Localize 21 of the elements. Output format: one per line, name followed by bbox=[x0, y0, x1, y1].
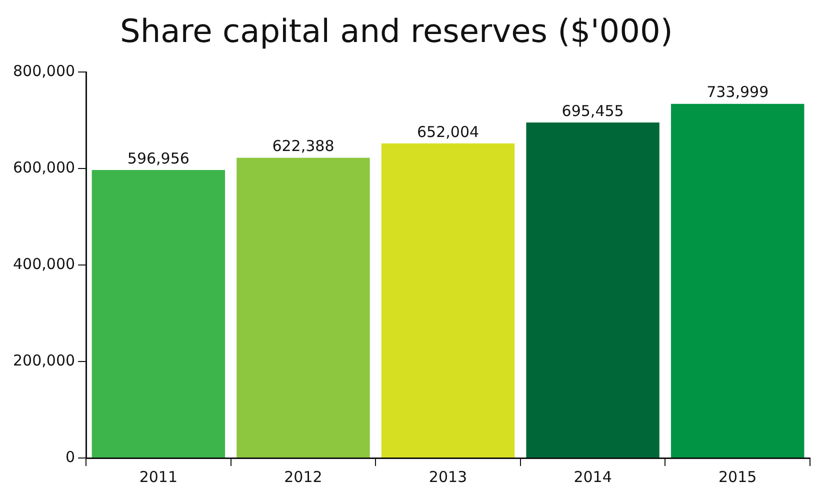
x-tick-label: 2015 bbox=[718, 468, 757, 486]
bar bbox=[381, 143, 515, 458]
y-tick-label: 200,000 bbox=[13, 351, 76, 370]
y-tick-label: 800,000 bbox=[13, 62, 76, 80]
data-label: 695,455 bbox=[562, 102, 624, 120]
chart-title: Share capital and reserves ($'000) bbox=[120, 12, 673, 50]
bar bbox=[671, 104, 804, 458]
bar bbox=[236, 158, 370, 458]
y-tick-label: 400,000 bbox=[13, 254, 76, 273]
bar bbox=[526, 122, 660, 458]
data-label: 652,004 bbox=[417, 122, 480, 141]
y-tick-label: 0 bbox=[65, 448, 76, 466]
x-tick-label: 2014 bbox=[574, 468, 612, 486]
data-label: 733,999 bbox=[706, 83, 769, 102]
data-label: 596,956 bbox=[127, 149, 190, 168]
data-label: 622,388 bbox=[272, 137, 334, 156]
x-tick-label: 2011 bbox=[139, 468, 178, 486]
x-tick-label: 2013 bbox=[428, 468, 468, 486]
bar bbox=[92, 170, 226, 458]
x-tick-label: 2012 bbox=[284, 468, 322, 486]
y-tick-label: 600,000 bbox=[13, 158, 76, 176]
